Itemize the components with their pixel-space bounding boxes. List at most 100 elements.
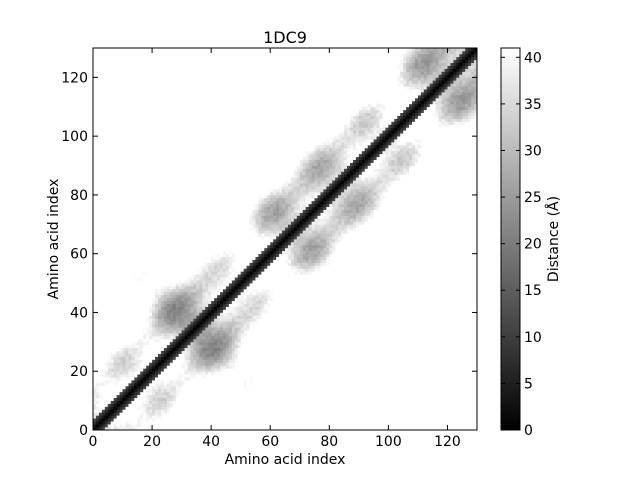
heatmap-cell bbox=[196, 100, 200, 105]
heatmap-cell bbox=[190, 130, 194, 134]
heatmap-cell bbox=[205, 306, 209, 310]
heatmap-cell bbox=[199, 324, 203, 328]
heatmap-cell bbox=[143, 388, 147, 393]
heatmap-cell bbox=[169, 391, 174, 396]
heatmap-cell bbox=[149, 247, 153, 252]
heatmap-cell bbox=[149, 83, 153, 87]
heatmap-cell bbox=[146, 294, 150, 299]
heatmap-cell bbox=[93, 338, 97, 343]
heatmap-cell bbox=[196, 274, 200, 278]
heatmap-cell bbox=[137, 353, 141, 357]
heatmap-cell bbox=[137, 315, 141, 319]
heatmap-cell bbox=[134, 127, 138, 131]
heatmap-cell bbox=[107, 100, 112, 105]
heatmap-cell bbox=[110, 241, 115, 246]
heatmap-cell bbox=[128, 83, 132, 87]
heatmap-cell bbox=[143, 288, 147, 293]
heatmap-cell bbox=[175, 139, 180, 143]
heatmap-cell bbox=[128, 415, 132, 419]
heatmap-cell bbox=[199, 206, 203, 210]
heatmap-cell bbox=[131, 224, 135, 228]
heatmap-cell bbox=[116, 333, 120, 337]
heatmap-cell bbox=[190, 338, 194, 343]
heatmap-cell bbox=[160, 286, 165, 290]
heatmap-cell bbox=[181, 71, 185, 75]
heatmap-cell bbox=[98, 365, 103, 369]
heatmap-cell bbox=[131, 233, 135, 237]
heatmap-cell bbox=[98, 300, 103, 304]
heatmap-cell bbox=[155, 250, 159, 255]
heatmap-cell bbox=[199, 418, 203, 422]
heatmap-cell bbox=[160, 250, 165, 255]
heatmap-cell bbox=[93, 65, 97, 69]
heatmap-cell bbox=[199, 133, 203, 137]
heatmap-cell bbox=[95, 315, 100, 319]
heatmap-cell bbox=[143, 200, 147, 205]
heatmap-cell bbox=[140, 48, 144, 52]
heatmap-cell bbox=[160, 391, 165, 396]
heatmap-cell bbox=[119, 186, 123, 190]
heatmap-cell bbox=[98, 256, 103, 260]
heatmap-cell bbox=[152, 353, 156, 357]
heatmap-cell bbox=[172, 338, 177, 343]
heatmap-cell bbox=[149, 180, 153, 184]
heatmap-cell bbox=[95, 174, 100, 178]
heatmap-cell bbox=[125, 106, 129, 111]
heatmap-cell bbox=[175, 62, 180, 66]
heatmap-cell bbox=[137, 150, 141, 155]
heatmap-cell bbox=[110, 415, 115, 419]
heatmap-cell bbox=[113, 183, 117, 187]
heatmap-cell bbox=[160, 421, 165, 425]
heatmap-cell bbox=[140, 65, 144, 69]
heatmap-cell bbox=[184, 353, 188, 357]
heatmap-cell bbox=[122, 418, 126, 422]
heatmap-cell bbox=[104, 71, 109, 75]
heatmap-cell bbox=[110, 391, 115, 396]
heatmap-cell bbox=[119, 239, 123, 243]
heatmap-cell bbox=[119, 112, 123, 116]
heatmap-cell bbox=[172, 421, 177, 425]
heatmap-cell bbox=[93, 186, 97, 190]
heatmap-cell bbox=[187, 233, 191, 237]
heatmap-cell bbox=[202, 350, 206, 354]
heatmap-cell bbox=[149, 280, 153, 284]
heatmap-cell bbox=[163, 203, 168, 208]
heatmap-cell bbox=[95, 324, 100, 328]
heatmap-cell bbox=[107, 144, 112, 149]
heatmap-cell bbox=[152, 86, 156, 90]
heatmap-cell bbox=[172, 424, 177, 428]
heatmap-cell bbox=[205, 400, 209, 404]
heatmap-cell bbox=[134, 427, 138, 430]
heatmap-cell bbox=[128, 56, 132, 61]
heatmap-cell bbox=[152, 259, 156, 263]
heatmap-cell bbox=[95, 200, 100, 205]
heatmap-cell bbox=[93, 180, 97, 184]
heatmap-cell bbox=[95, 382, 100, 387]
heatmap-cell bbox=[157, 297, 162, 302]
heatmap-cell bbox=[149, 409, 153, 413]
heatmap-cell bbox=[101, 341, 106, 346]
heatmap-cell bbox=[166, 359, 171, 363]
heatmap-cell bbox=[187, 162, 191, 166]
heatmap-cell bbox=[122, 136, 126, 140]
heatmap-cell bbox=[134, 356, 138, 360]
heatmap-cell bbox=[184, 397, 188, 401]
heatmap-cell bbox=[178, 191, 182, 196]
heatmap-cell bbox=[155, 112, 159, 116]
heatmap-cell bbox=[110, 83, 115, 87]
heatmap-cell bbox=[190, 112, 194, 116]
heatmap-cell bbox=[122, 312, 126, 316]
heatmap-cell bbox=[146, 144, 150, 149]
heatmap-cell bbox=[152, 247, 156, 252]
heatmap-cell bbox=[163, 171, 168, 175]
heatmap-cell bbox=[128, 324, 132, 328]
heatmap-cell bbox=[104, 241, 109, 246]
heatmap-cell bbox=[131, 133, 135, 137]
heatmap-cell bbox=[157, 121, 162, 125]
heatmap-cell bbox=[152, 409, 156, 413]
heatmap-cell bbox=[98, 236, 103, 240]
heatmap-cell bbox=[202, 86, 206, 90]
heatmap-cell bbox=[101, 212, 106, 216]
heatmap-cell bbox=[146, 265, 150, 269]
heatmap-cell bbox=[157, 421, 162, 425]
